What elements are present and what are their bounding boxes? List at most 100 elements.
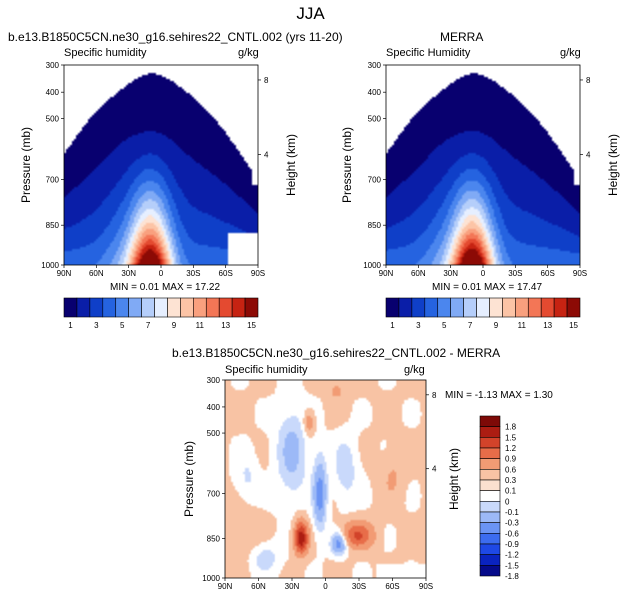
diff-colorbar-box <box>479 490 501 502</box>
model-ytick-label-1000: 1000 <box>41 261 59 270</box>
merra-colorbar-box <box>553 297 568 318</box>
merra-y2tick-label-4: 4 <box>586 151 591 160</box>
model-colorbar-label-13: 13 <box>221 321 230 330</box>
merra-ytick-label-700: 700 <box>368 176 382 185</box>
merra-colorbar-label-7: 7 <box>468 321 473 330</box>
merra-left-label: Specific Humidity <box>386 47 471 59</box>
diff-xtick-label-90N: 90N <box>218 582 233 591</box>
diff-colorbar-box <box>479 415 501 427</box>
merra-ytick-label-850: 850 <box>368 221 382 230</box>
diff-colorbar-label-1.8: 1.8 <box>505 423 517 432</box>
diff-colorbar-box <box>479 511 501 523</box>
diff-colorbar-label--0.1: -0.1 <box>505 508 519 517</box>
diff-colorbar-label-0.6: 0.6 <box>505 465 517 474</box>
model-colorbar-box <box>193 297 207 318</box>
diff-colorbar-label-1.5: 1.5 <box>505 433 517 442</box>
diff-colorbar-label--1.2: -1.2 <box>505 551 519 560</box>
model-colorbar-box <box>180 297 194 318</box>
diff-colorbar-label--0.3: -0.3 <box>505 519 519 528</box>
diff-xtick-label-60N: 60N <box>251 582 266 591</box>
diff-colorbar-label--0.6: -0.6 <box>505 529 519 538</box>
model-ytick-label-400: 400 <box>46 88 60 97</box>
merra-colorbar-box <box>502 297 516 318</box>
merra-colorbar-label-15: 15 <box>569 321 578 330</box>
model-colorbar-box <box>128 297 142 318</box>
merra-contour-field <box>386 65 580 265</box>
model-xtick-label-90N: 90N <box>57 269 72 278</box>
merra-colorbar-label-5: 5 <box>442 321 447 330</box>
model-colorbar-box <box>218 297 233 318</box>
diff-colorbar-label-0: 0 <box>505 497 510 506</box>
merra-colorbar-label-1: 1 <box>390 321 395 330</box>
model-colorbar-label-3: 3 <box>94 321 99 330</box>
model-colorbar-box <box>231 297 246 318</box>
model-xtick-label-30N: 30N <box>121 269 136 278</box>
model-ytick-label-300: 300 <box>46 61 60 70</box>
diff-colorbar-box <box>479 501 501 513</box>
diff-colorbar-box <box>479 543 501 555</box>
diff-y2tick-label-8: 8 <box>432 391 437 400</box>
model-ytick-label-850: 850 <box>46 221 60 230</box>
model-colorbar-label-5: 5 <box>120 321 125 330</box>
merra-colorbar-box <box>566 297 581 318</box>
model-colorbar-box <box>167 297 181 318</box>
model-colorbar-box <box>141 297 155 318</box>
merra-xtick-label-90N: 90N <box>379 269 394 278</box>
diff-xtick-label-30S: 30S <box>352 582 366 591</box>
merra-y2tick-label-8: 8 <box>586 76 591 85</box>
merra-colorbar-box <box>463 297 477 318</box>
diff-ytick-label-850: 850 <box>207 535 221 544</box>
diff-ytick-label-700: 700 <box>207 489 221 498</box>
diff-colorbar-label-0.3: 0.3 <box>505 476 517 485</box>
diff-ytick-label-300: 300 <box>207 376 221 385</box>
diff-right-label: g/kg <box>404 364 425 376</box>
diff-colorbar-box <box>479 554 501 566</box>
diff-colorbar-box <box>479 458 501 470</box>
merra-xtick-label-0: 0 <box>481 269 486 278</box>
merra-colorbar-box <box>424 297 439 318</box>
model-colorbar-label-1: 1 <box>68 321 73 330</box>
diff-colorbar-label--1.5: -1.5 <box>505 561 519 570</box>
model-colorbar-label-7: 7 <box>146 321 151 330</box>
diff-xtick-label-0: 0 <box>323 582 328 591</box>
diff-ytick-label-500: 500 <box>207 429 221 438</box>
merra-colorbar-box <box>489 297 503 318</box>
diff-xtick-label-60S: 60S <box>385 582 399 591</box>
model-right-label: g/kg <box>238 47 259 59</box>
merra-panel-title: MERRA <box>440 30 484 44</box>
diff-stats: MIN = -1.13 MAX = 1.30 <box>445 390 553 401</box>
merra-colorbar-box <box>527 297 542 318</box>
diff-xtick-label-90S: 90S <box>419 582 433 591</box>
merra-colorbar-box <box>411 297 426 318</box>
model-xtick-label-0: 0 <box>159 269 164 278</box>
merra-xtick-label-30S: 30S <box>508 269 522 278</box>
merra-colorbar-label-3: 3 <box>416 321 421 330</box>
merra-colorbar-label-13: 13 <box>543 321 552 330</box>
model-ytick-label-500: 500 <box>46 115 60 124</box>
model-colorbar-box <box>102 297 117 318</box>
model-left-label: Specific humidity <box>64 47 147 59</box>
diff-colorbar-box <box>479 479 501 491</box>
model-colorbar-box <box>205 297 220 318</box>
merra-ytick-label-500: 500 <box>368 115 382 124</box>
model-y2tick-label-8: 8 <box>264 76 269 85</box>
model-contour-field <box>64 65 258 265</box>
merra-colorbar-box <box>476 297 490 318</box>
merra-ytick-label-1000: 1000 <box>363 261 381 270</box>
model-colorbar-label-9: 9 <box>172 321 177 330</box>
merra-xtick-label-60N: 60N <box>411 269 426 278</box>
model-colorbar-box <box>76 297 91 318</box>
model-colorbar-label-15: 15 <box>247 321 256 330</box>
merra-colorbar-box <box>437 297 451 318</box>
merra-xtick-label-90S: 90S <box>573 269 587 278</box>
diff-xtick-label-30N: 30N <box>285 582 300 591</box>
merra-stats: MIN = 0.01 MAX = 17.47 <box>432 282 543 293</box>
model-y2tick-label-4: 4 <box>264 151 269 160</box>
diff-colorbar-label-0.1: 0.1 <box>505 487 517 496</box>
model-colorbar-box <box>63 297 78 318</box>
merra-ytick-label-400: 400 <box>368 88 382 97</box>
model-xtick-label-60S: 60S <box>219 269 233 278</box>
diff-colorbar-box <box>479 533 501 545</box>
merra-xtick-label-30N: 30N <box>443 269 458 278</box>
